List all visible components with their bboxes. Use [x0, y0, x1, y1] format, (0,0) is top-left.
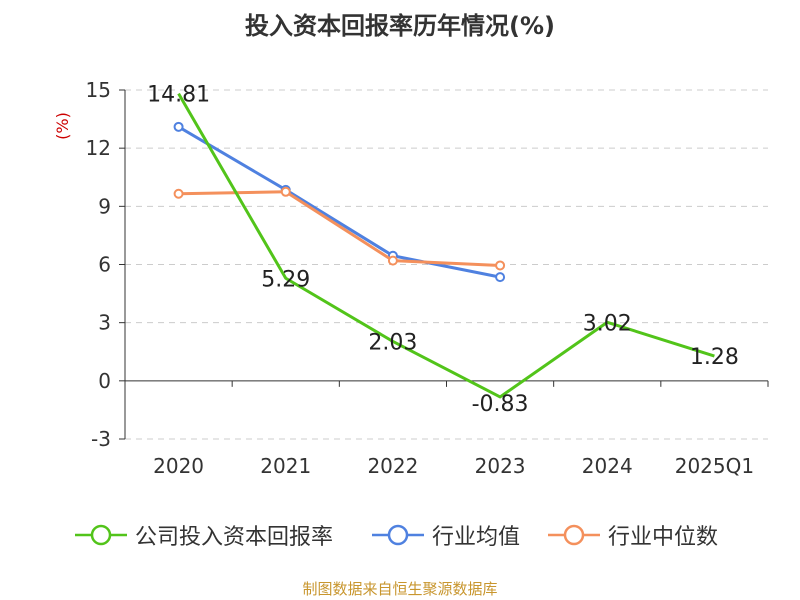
y-tick-label: 15 [86, 78, 111, 102]
legend-item-industry-median[interactable]: 行业中位数 [548, 520, 718, 550]
series-line-1 [177, 125, 501, 279]
data-label: -0.83 [472, 392, 529, 417]
y-axis-label: (%) [53, 112, 72, 140]
legend: 公司投入资本回报率 行业均值 行业中位数 [0, 520, 800, 550]
data-label: 3.02 [583, 311, 632, 336]
legend-line-marker-icon [372, 524, 424, 546]
legend-line-marker-icon [75, 524, 127, 546]
legend-item-company[interactable]: 公司投入资本回报率 [75, 520, 333, 550]
legend-item-industry-mean[interactable]: 行业均值 [372, 520, 520, 550]
x-tick-label: 2025Q1 [675, 454, 754, 478]
series-line-2 [178, 190, 501, 267]
y-tick-label: 0 [98, 369, 111, 393]
legend-line-marker-icon [548, 524, 600, 546]
legend-label-industry-mean: 行业均值 [432, 525, 521, 550]
data-label: 5.29 [261, 267, 310, 292]
data-label: 2.03 [368, 330, 417, 355]
x-tick-label: 2020 [153, 454, 204, 478]
x-tick-label: 2021 [260, 454, 311, 478]
data-point [280, 186, 291, 197]
y-tick-label: 9 [98, 194, 111, 218]
source-note: 制图数据来自恒生聚源数据库 [302, 580, 498, 598]
y-tick-label: 12 [86, 136, 111, 160]
x-tick-label: 2023 [475, 454, 526, 478]
legend-label-industry-median: 行业中位数 [608, 525, 719, 550]
chart-title: 投入资本回报率历年情况(%) [245, 12, 555, 40]
x-tick-label: 2024 [582, 454, 633, 478]
y-tick-label: -3 [91, 427, 111, 451]
data-point [173, 121, 184, 132]
series-line-0 [177, 92, 715, 399]
x-tick-label: 2022 [367, 454, 418, 478]
data-label: 1.28 [690, 345, 739, 370]
data-point [173, 188, 184, 199]
line-chart: -3 0 3 6 9 12 15 2020 2021 2022 2023 2024 2025Q1 (%) 1… [53, 78, 769, 478]
y-tick-label: 3 [98, 311, 111, 335]
data-point [495, 260, 506, 271]
legend-label-company: 公司投入资本回报率 [135, 525, 334, 550]
data-point [387, 255, 398, 266]
data-label: 14.81 [147, 83, 210, 108]
data-point [495, 272, 506, 283]
y-tick-label: 6 [98, 253, 111, 277]
